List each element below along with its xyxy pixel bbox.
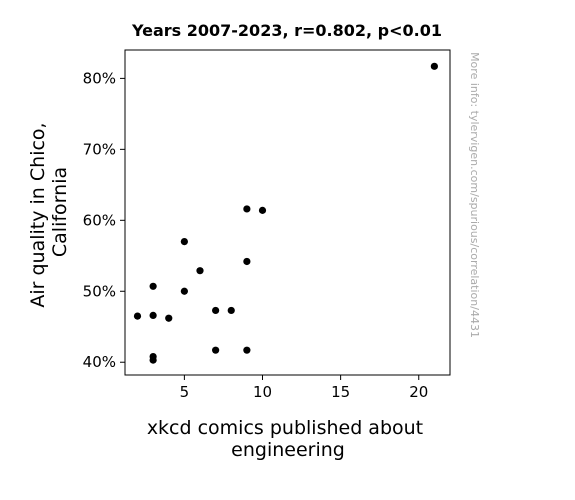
- chart-title: Years 2007-2023, r=0.802, p<0.01: [131, 21, 442, 40]
- data-point: [149, 282, 157, 290]
- y-tick-label: 40%: [83, 353, 116, 371]
- x-tick-label: 15: [331, 383, 350, 401]
- y-tick-label: 50%: [83, 282, 116, 300]
- data-point: [212, 306, 220, 315]
- data-point: [149, 356, 157, 364]
- y-axis-label-line-1: Air quality in Chico,: [27, 122, 49, 307]
- data-point: [165, 314, 173, 322]
- x-tick-label: 10: [253, 383, 272, 401]
- x-tick-label: 5: [180, 383, 190, 401]
- y-axis-label: Air quality in Chico, California: [27, 116, 71, 307]
- y-axis-ticks: 40% 50% 60% 70% 80%: [83, 69, 125, 371]
- y-tick-label: 60%: [83, 211, 116, 229]
- data-point: [243, 346, 251, 354]
- x-axis-ticks: 5 10 15 20: [180, 375, 428, 401]
- data-point: [180, 237, 188, 246]
- source-watermark: More info: tylervigen.com/spurious/corre…: [468, 52, 481, 338]
- data-points: [133, 62, 438, 364]
- x-axis-label-line-2: engineering: [231, 439, 345, 461]
- y-tick-label: 70%: [83, 140, 116, 158]
- plot-area-frame: [124, 49, 451, 376]
- data-point: [212, 346, 220, 354]
- x-axis-label: xkcd comics published about engineering: [147, 417, 429, 461]
- data-point: [243, 205, 251, 213]
- data-point: [243, 257, 251, 266]
- data-point: [258, 206, 267, 214]
- data-point: [196, 267, 204, 275]
- data-point: [180, 287, 188, 295]
- data-point: [430, 62, 438, 70]
- y-tick-label: 80%: [83, 69, 116, 87]
- data-point: [149, 311, 157, 319]
- y-axis-label-line-2: California: [49, 167, 71, 257]
- data-point: [133, 312, 142, 320]
- x-tick-label: 20: [409, 383, 428, 401]
- x-axis-label-line-1: xkcd comics published about: [147, 417, 423, 439]
- data-point: [227, 306, 235, 315]
